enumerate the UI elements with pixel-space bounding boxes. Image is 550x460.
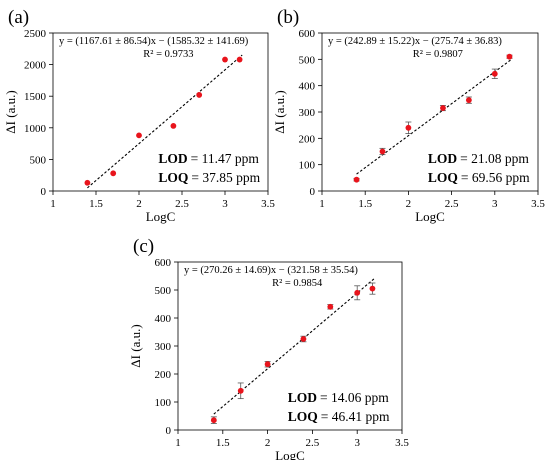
y-axis-label: ΔI (a.u.) [128,324,143,367]
data-point [405,124,412,131]
loq-value: = 69.56 ppm [461,170,530,185]
x-tick-label: 2 [406,198,412,210]
data-point [353,176,360,183]
loq-label: LOQ [158,170,188,185]
lod-text: LOD = 11.47 ppm [158,151,259,166]
y-tick-label: 500 [30,154,47,166]
data-point [136,132,142,139]
y-tick-label: 0 [41,186,47,198]
data-point [222,56,228,63]
y-axis-label: ΔI (a.u.) [272,90,287,133]
y-tick-label: 500 [299,54,316,66]
y-tick-label: 2000 [24,60,47,72]
data-point [440,105,446,111]
y-tick-label: 300 [155,341,172,353]
x-tick-label: 1 [50,198,56,210]
lod-label: LOD [288,390,318,405]
fit-line [87,54,243,189]
plot-frame [52,32,269,192]
data-point [84,179,91,186]
loq-text: LOQ = 46.41 ppm [288,409,390,424]
lod-value: = 14.06 ppm [320,390,389,405]
x-tick-label: 1 [175,437,181,449]
data-point [354,289,361,296]
data-point [369,285,376,292]
y-tick-label: 0 [166,425,172,437]
loq-text: LOQ = 37.85 ppm [158,170,260,185]
y-tick-label: 200 [299,133,316,145]
loq-text: LOQ = 69.56 ppm [428,170,530,185]
panel-label: (c) [133,236,154,257]
fit-equation: y = (1167.61 ± 86.54)x − (1585.32 ± 141.… [59,36,249,47]
y-tick-label: 100 [299,160,316,172]
data-point [110,170,117,177]
y-tick-label: 200 [155,369,172,381]
fit-line [213,277,376,415]
y-tick-label: 1000 [24,123,47,135]
data-point [465,97,472,104]
panel-label: (a) [8,7,29,28]
lod-text: LOD = 14.06 ppm [288,390,390,405]
x-tick-label: 2.5 [445,198,459,210]
lod-label: LOD [428,151,458,166]
lod-value: = 21.08 ppm [460,151,529,166]
x-tick-label: 1.5 [216,437,230,449]
x-tick-label: 2.5 [175,198,189,210]
fit-equation: y = (242.89 ± 15.22)x − (275.74 ± 36.83) [328,36,502,47]
lod-label: LOD [158,151,188,166]
r-squared: R² = 0.9854 [272,278,323,289]
y-axis-label: ΔI (a.u.) [3,90,18,133]
y-tick-label: 600 [155,257,172,269]
chart-panel-1: 1 1.5 2 2.5 3 3.5 0 500 1000 1500 2000 2500 LogC ΔI (… [3,7,275,224]
data-point [236,56,243,63]
y-tick-label: 2500 [24,28,47,40]
x-tick-label: 3.5 [531,198,545,210]
data-point [196,92,203,98]
x-tick-label: 3.5 [395,437,409,449]
y-tick-label: 100 [155,397,172,409]
loq-label: LOQ [428,170,458,185]
r-squared: R² = 0.9807 [413,49,463,60]
loq-value: = 37.85 ppm [191,170,260,185]
x-axis-label: LogC [275,448,305,460]
loq-value: = 46.41 ppm [321,409,390,424]
y-tick-label: 500 [155,285,172,297]
y-tick-label: 300 [299,107,316,119]
r-squared: R² = 0.9733 [143,49,193,60]
data-point [327,303,334,310]
lod-value: = 11.47 ppm [191,151,260,166]
loq-label: LOQ [288,409,318,424]
x-tick-label: 2 [136,198,142,210]
panel-label: (b) [277,7,299,28]
y-tick-label: 400 [155,313,172,325]
chart-panel-2: 1 1.5 2 2.5 3 3.5 0 100 200 300 400 500 600 LogC ΔI (a… [272,7,545,224]
x-tick-label: 2.5 [306,437,320,449]
fit-equation: y = (270.26 ± 14.69)x − (321.58 ± 35.54) [184,265,358,276]
x-tick-label: 1.5 [89,198,103,210]
data-point [237,387,244,394]
data-point [210,417,217,424]
y-tick-label: 1500 [24,91,47,103]
x-tick-label: 1.5 [358,198,372,210]
x-axis-label: LogC [415,209,445,224]
x-tick-label: 3 [354,437,360,449]
y-tick-label: 600 [299,28,316,40]
data-point [506,53,513,60]
y-tick-label: 400 [299,81,316,93]
x-tick-label: 3 [222,198,228,210]
data-point [300,336,307,342]
x-tick-label: 3 [492,198,498,210]
chart-panel-3: 1 1.5 2 2.5 3 3.5 0 100 200 300 400 500 600 LogC ΔI (a… [128,236,409,460]
x-tick-label: 2 [265,437,271,449]
data-point [491,70,498,77]
x-axis-label: LogC [146,209,176,224]
data-point [379,148,386,155]
data-point [170,123,177,129]
x-tick-label: 3.5 [261,198,275,210]
data-point [264,361,271,368]
x-tick-label: 1 [319,198,325,210]
y-tick-label: 0 [310,186,316,198]
lod-text: LOD = 21.08 ppm [428,151,530,166]
